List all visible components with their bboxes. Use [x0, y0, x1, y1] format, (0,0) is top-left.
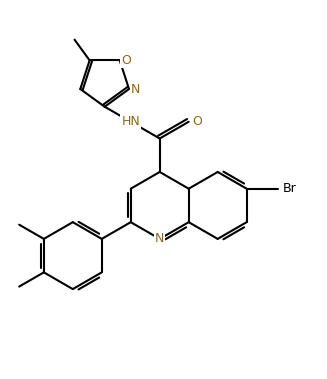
Text: N: N — [130, 83, 140, 96]
Text: O: O — [192, 115, 202, 128]
Text: Br: Br — [282, 182, 296, 195]
Text: HN: HN — [121, 115, 140, 128]
Text: O: O — [121, 54, 131, 67]
Text: N: N — [155, 232, 164, 245]
